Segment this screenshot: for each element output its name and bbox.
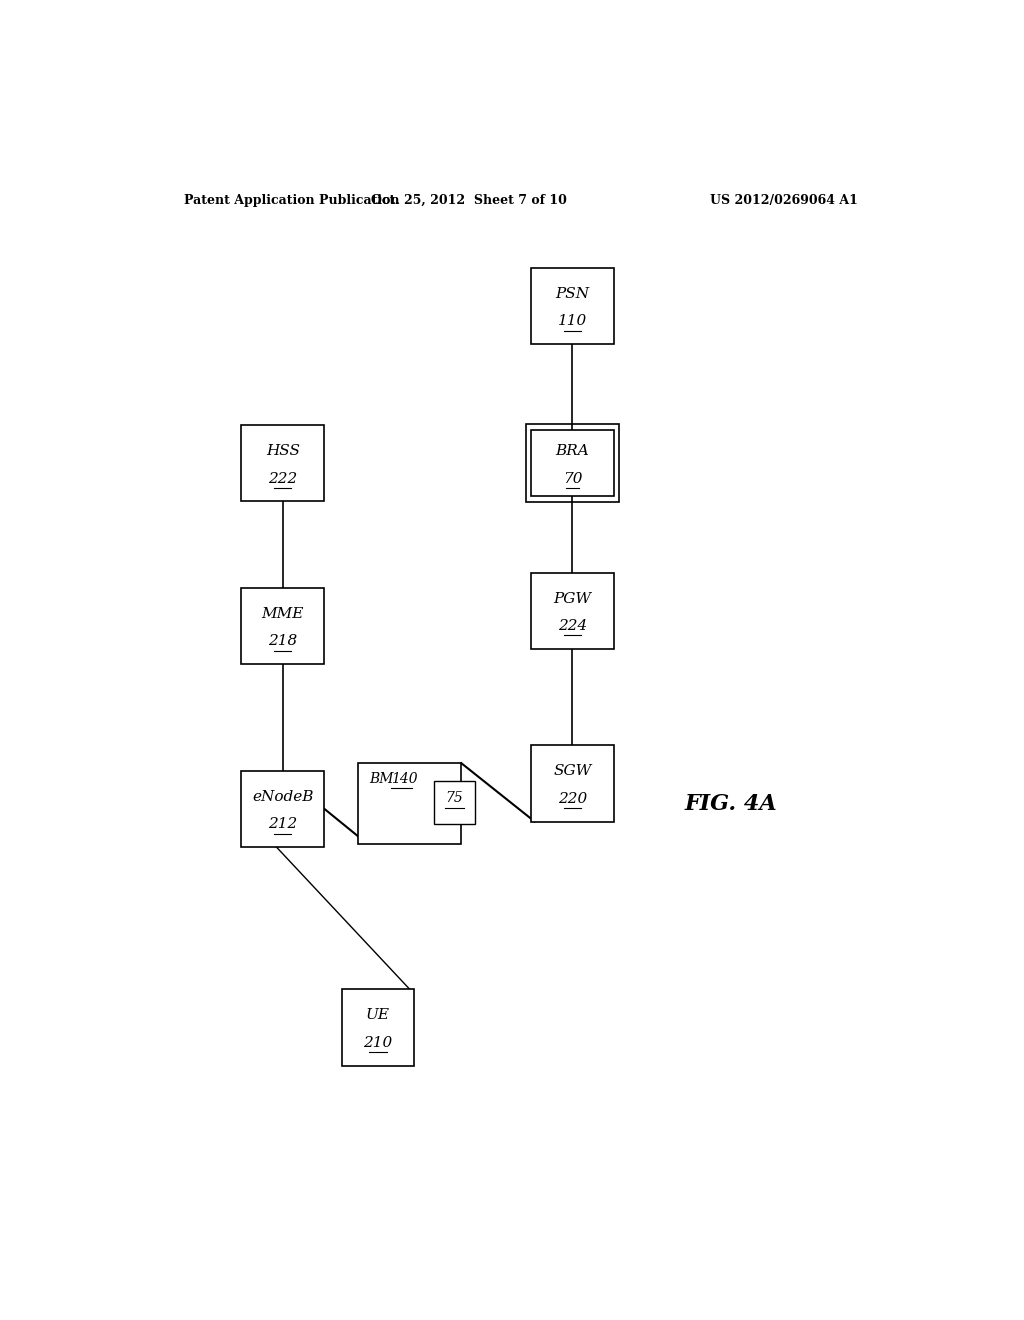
Text: MME: MME	[261, 607, 304, 620]
Text: 140: 140	[391, 772, 418, 787]
Bar	[241, 587, 325, 664]
Bar	[530, 573, 614, 649]
Text: eNodeB: eNodeB	[252, 789, 313, 804]
Text: BM: BM	[370, 772, 398, 787]
Bar	[530, 430, 614, 496]
Bar	[433, 781, 475, 824]
Text: 110: 110	[558, 314, 587, 329]
Bar	[342, 989, 414, 1065]
Text: PGW: PGW	[553, 591, 592, 606]
Text: 218: 218	[268, 634, 297, 648]
Text: 212: 212	[268, 817, 297, 832]
Bar	[241, 771, 325, 847]
Text: PSN: PSN	[555, 286, 590, 301]
Text: HSS: HSS	[266, 444, 300, 458]
Text: Patent Application Publication: Patent Application Publication	[183, 194, 399, 207]
Bar	[241, 425, 325, 502]
Text: 220: 220	[558, 792, 587, 805]
Text: 70: 70	[562, 471, 583, 486]
Text: Oct. 25, 2012  Sheet 7 of 10: Oct. 25, 2012 Sheet 7 of 10	[372, 194, 567, 207]
Bar	[526, 424, 618, 503]
Bar	[530, 268, 614, 345]
Bar	[530, 746, 614, 821]
Text: 222: 222	[268, 471, 297, 486]
Text: UE: UE	[366, 1008, 390, 1022]
Text: FIG. 4A: FIG. 4A	[685, 793, 777, 814]
Text: US 2012/0269064 A1: US 2012/0269064 A1	[711, 194, 858, 207]
Text: 75: 75	[445, 791, 463, 805]
Text: 224: 224	[558, 619, 587, 634]
Text: 210: 210	[364, 1036, 392, 1049]
Text: SGW: SGW	[553, 764, 592, 779]
Text: BRA: BRA	[556, 444, 589, 458]
Bar	[358, 763, 461, 845]
